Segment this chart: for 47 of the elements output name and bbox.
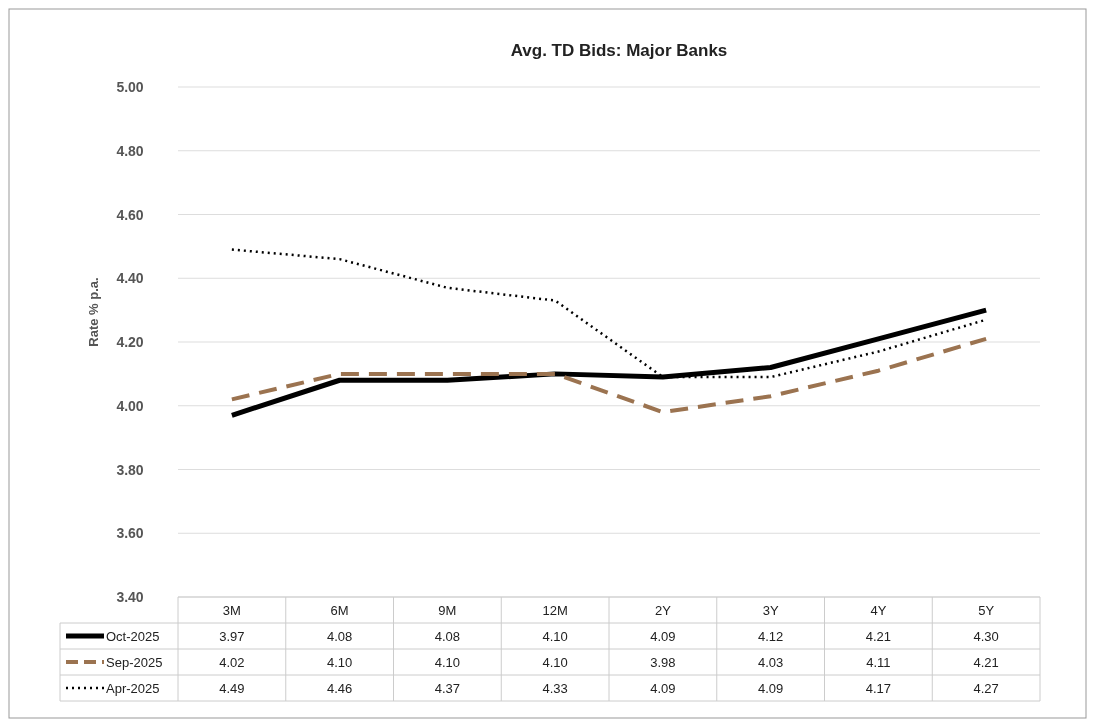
data-label: 4.46 xyxy=(326,681,353,696)
data-label: 4.10 xyxy=(326,655,353,670)
data-label: 4.02 xyxy=(219,655,245,670)
data-label: 4.30 xyxy=(973,629,999,644)
data-label: 3.98 xyxy=(650,655,676,670)
x-tick-label: 3Y xyxy=(762,603,779,618)
y-tick-label: 3.40 xyxy=(116,589,144,605)
y-tick-label: 3.60 xyxy=(116,525,144,542)
y-tick-label: 3.80 xyxy=(116,461,144,478)
data-label: 4.37 xyxy=(434,681,461,696)
x-tick-label: 5Y xyxy=(978,603,995,618)
data-label: 4.11 xyxy=(866,655,891,670)
x-tick-label: 2Y xyxy=(654,603,672,618)
chart-title: Avg. TD Bids: Major Banks xyxy=(510,41,728,60)
data-label: 4.12 xyxy=(757,629,784,644)
legend-label: Sep-2025 xyxy=(106,655,163,670)
data-label: 4.17 xyxy=(865,681,892,696)
data-label: 4.09 xyxy=(650,681,676,696)
x-tick-label: 4Y xyxy=(870,603,887,618)
y-axis-title: Rate % p.a. xyxy=(86,277,101,347)
y-tick-label: 5.00 xyxy=(116,79,144,95)
data-label: 4.33 xyxy=(542,681,568,696)
legend-label: Apr-2025 xyxy=(106,681,160,696)
data-label: 4.27 xyxy=(973,681,999,696)
data-label: 4.10 xyxy=(434,655,461,670)
data-label: 4.03 xyxy=(757,655,784,670)
data-label: 4.49 xyxy=(219,681,245,696)
data-label: 4.08 xyxy=(326,629,353,644)
x-tick-label: 6M xyxy=(330,603,349,618)
data-label: 4.21 xyxy=(973,655,999,670)
line-series xyxy=(229,336,989,415)
y-tick-label: 4.40 xyxy=(116,270,144,287)
data-label: 4.21 xyxy=(865,629,892,644)
data-label: 4.10 xyxy=(542,629,568,644)
y-tick-label: 4.60 xyxy=(116,206,144,223)
data-label: 4.10 xyxy=(542,655,568,670)
y-tick-label: 4.20 xyxy=(116,334,144,350)
y-tick-label: 4.80 xyxy=(116,142,144,159)
x-tick-label: 12M xyxy=(542,603,568,618)
data-label: 4.09 xyxy=(650,629,676,644)
x-tick-label: 3M xyxy=(222,603,241,618)
y-tick-label: 4.00 xyxy=(116,397,144,414)
data-label: 3.97 xyxy=(219,629,245,644)
legend-label: Oct-2025 xyxy=(106,629,160,644)
data-label: 4.09 xyxy=(757,681,784,696)
x-tick-label: 9M xyxy=(438,603,457,618)
data-label: 4.08 xyxy=(434,629,461,644)
